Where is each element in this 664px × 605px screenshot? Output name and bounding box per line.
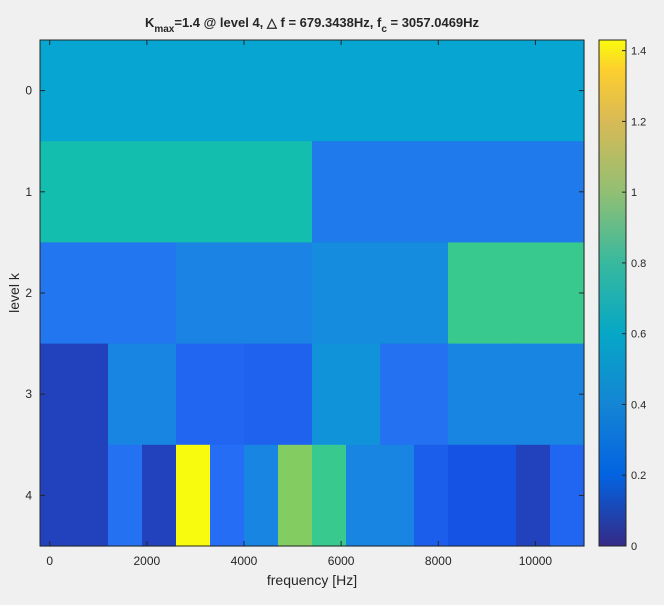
heatmap-cell: [108, 343, 177, 446]
colorbar-tick-label: 0.4: [631, 399, 646, 411]
colorbar-tick-label: 1.2: [631, 116, 646, 128]
title-subscript-max: max: [154, 24, 174, 35]
x-tick-label: 0: [46, 554, 53, 568]
y-tick-label: 0: [25, 84, 32, 98]
heatmap-cell: [40, 242, 177, 345]
x-tick-label: 10000: [519, 554, 553, 568]
heatmap-cell: [482, 444, 517, 547]
heatmap-cell: [244, 343, 313, 446]
heatmap-cell: [210, 444, 245, 547]
title-subscript-c: c: [381, 24, 387, 35]
colorbar: [598, 39, 627, 547]
heatmap-cell: [414, 444, 449, 547]
colorbar-tick-label: 0.2: [631, 470, 646, 482]
colorbar-tick-label: 0: [631, 541, 637, 553]
heatmap-cell: [380, 444, 415, 547]
colorbar-ticks: 0 0.2 0.4 0.6 0.8 1 1.2 1.4: [622, 46, 646, 553]
x-tick-label: 6000: [328, 554, 355, 568]
colorbar-tick-label: 1.4: [631, 46, 646, 58]
y-axis-ticks: 0 1 2 3 4: [25, 84, 584, 502]
heatmap-cell: [312, 444, 347, 547]
heatmap-cell: [108, 444, 143, 547]
heatmap-cell: [448, 444, 483, 547]
heatmap-cell: [40, 40, 585, 142]
heatmap-cell: [176, 242, 313, 345]
y-tick-label: 1: [25, 185, 32, 199]
x-tick-label: 4000: [231, 554, 258, 568]
y-tick-label: 4: [25, 488, 32, 502]
heatmap-cell: [448, 242, 585, 345]
x-axis-ticks: 0 2000 4000 6000 8000 10000: [46, 40, 552, 568]
x-tick-label: 2000: [134, 554, 161, 568]
plot-frame: [39, 39, 585, 547]
y-tick-label: 3: [25, 387, 32, 401]
heatmap-cell: [244, 444, 279, 547]
x-axis-label: frequency [Hz]: [267, 572, 357, 588]
y-axis-label: level k: [6, 272, 22, 313]
heatmap-cell: [346, 444, 381, 547]
heatmap-cells: [40, 40, 585, 547]
heatmap-cell: [40, 343, 109, 446]
colorbar-tick-label: 0.8: [631, 258, 646, 270]
y-tick-label: 2: [25, 286, 32, 300]
colorbar-tick-label: 1: [631, 187, 637, 199]
delta-symbol: △: [266, 15, 278, 30]
heatmap-cell: [312, 343, 381, 446]
heatmap-cell: [278, 444, 313, 547]
heatmap-cell: [142, 444, 177, 547]
colorbar-tick-label: 0.6: [631, 329, 646, 341]
heatmap-cell: [516, 343, 585, 446]
heatmap-cell: [516, 444, 551, 547]
heatmap-cell: [74, 444, 109, 547]
heatmap-cell: [448, 343, 517, 446]
heatmap-cell: [40, 444, 75, 547]
heatmap-cell: [380, 343, 449, 446]
x-tick-label: 8000: [425, 554, 452, 568]
heatmap-cell: [176, 444, 211, 547]
heatmap-cell: [312, 141, 585, 243]
heatmap-cell: [40, 141, 313, 243]
chart-title: Kmax=1.4 @ level 4, △ f = 679.3438Hz, fc…: [145, 15, 480, 35]
heatmap-cell: [176, 343, 245, 446]
heatmap-cell: [312, 242, 449, 345]
heatmap-cell: [550, 444, 585, 547]
